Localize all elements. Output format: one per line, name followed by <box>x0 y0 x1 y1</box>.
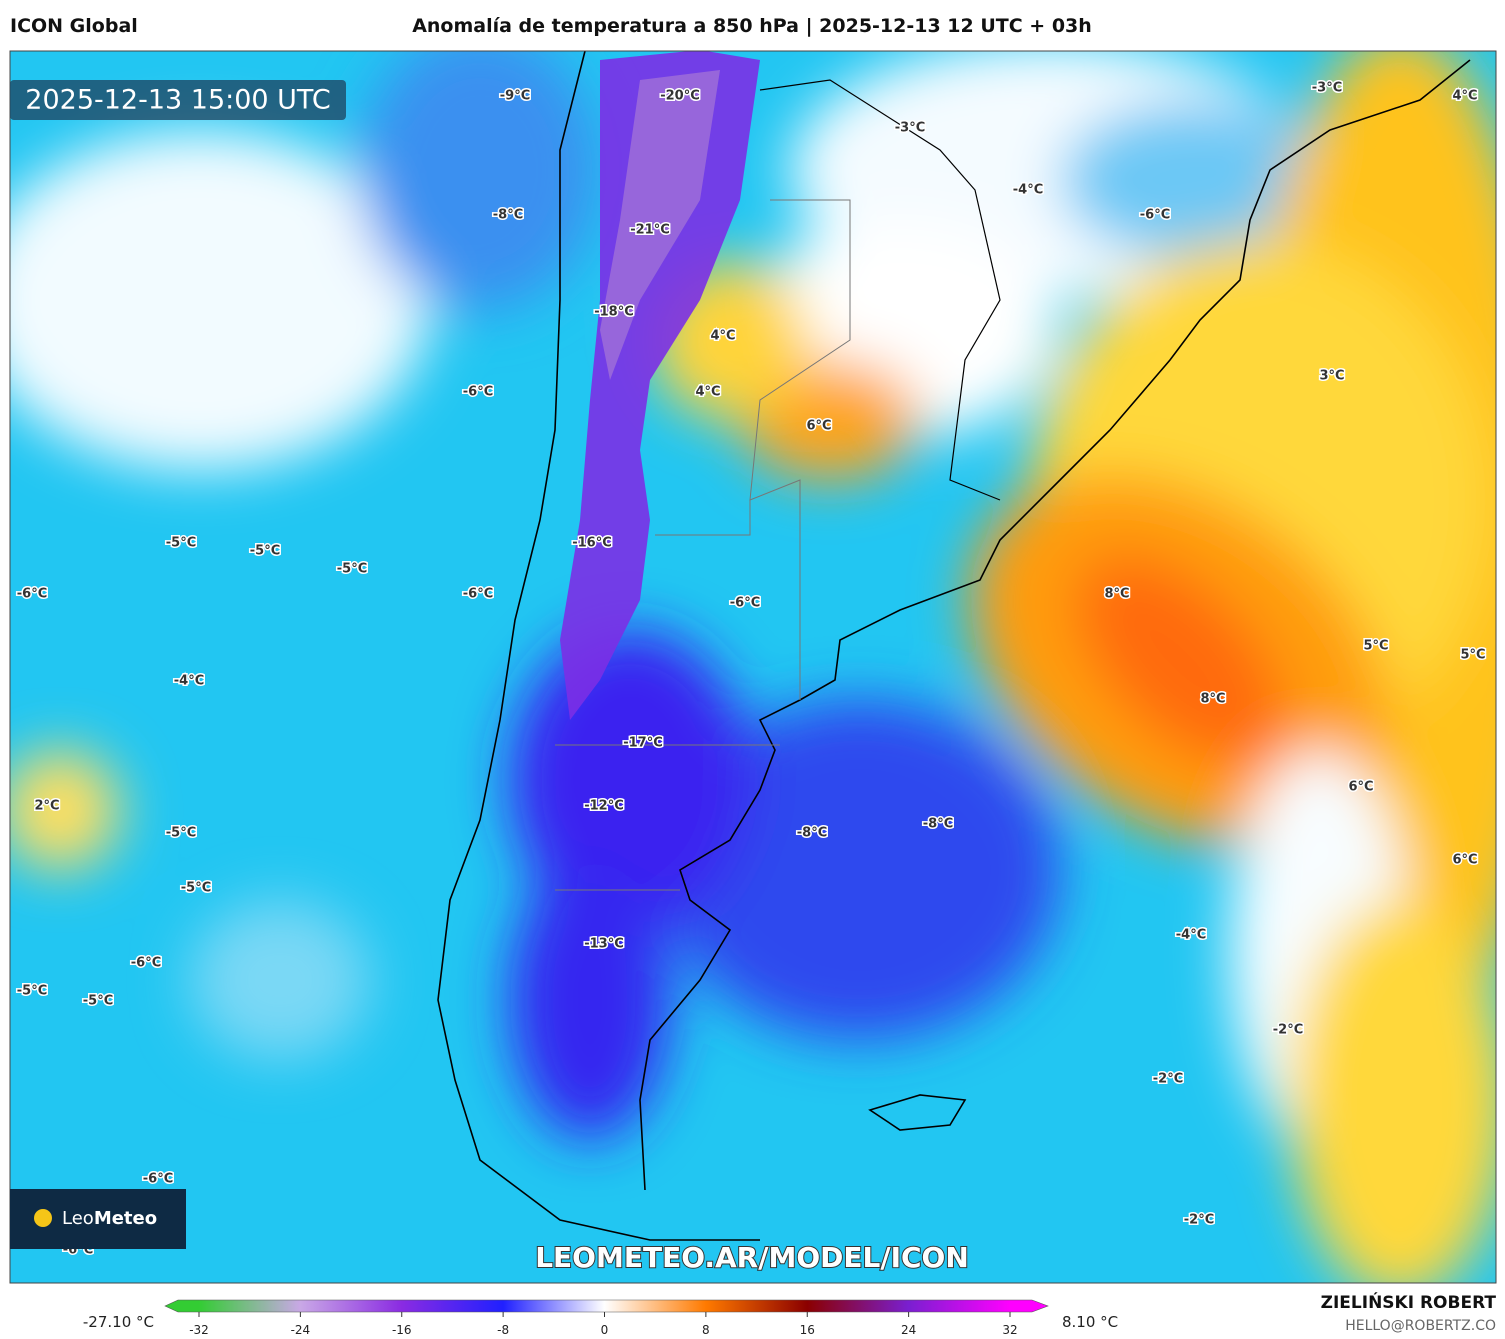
temperature-label: -6°C <box>463 385 493 400</box>
temperature-label: -5°C <box>181 881 211 896</box>
temperature-label: -6°C <box>143 1172 173 1187</box>
andes-anomaly <box>560 51 760 720</box>
colorbar-tick-label: 0 <box>601 1323 609 1337</box>
borders <box>555 199 851 891</box>
temperature-label: -17°C <box>623 736 663 751</box>
temperature-label: -8°C <box>797 826 827 841</box>
logo-bold: Meteo <box>94 1208 157 1229</box>
temperature-label: -8°C <box>493 208 523 223</box>
temperature-label: 2°C <box>34 799 59 814</box>
temperature-label: -6°C <box>730 596 760 611</box>
colorbar-tick-label: -16 <box>392 1323 412 1337</box>
temperature-label: -6°C <box>463 587 493 602</box>
colorbar-tick-label: -24 <box>291 1323 311 1337</box>
map-labels: -9°C -20°C -3°C -3°C 4°C -4°C -6°C -8°C -21°C -18… <box>15 79 1487 1259</box>
temperature-label: -5°C <box>166 536 196 551</box>
temperature-label: 8°C <box>1200 692 1225 707</box>
logo-sun <box>34 1209 52 1227</box>
temperature-label: 3°C <box>1319 369 1344 384</box>
logo-light: Leo <box>62 1208 94 1229</box>
credit-author: ZIELIŃSKI ROBERT <box>1321 1291 1497 1313</box>
temperature-label: -3°C <box>1312 81 1342 96</box>
temperature-label: 6°C <box>1452 853 1477 868</box>
temperature-label: -5°C <box>166 826 196 841</box>
temperature-label: -20°C <box>660 89 700 104</box>
timestamp: 2025-12-13 15:00 UTC <box>25 85 330 116</box>
colorbar-tick-label: -8 <box>497 1323 509 1337</box>
coastline <box>437 51 1471 1241</box>
temperature-label: -18°C <box>594 305 634 320</box>
temperature-label: -5°C <box>83 994 113 1009</box>
credit-email: HELLO@ROBERTZ.CO <box>1345 1318 1496 1334</box>
colorbar-ticks: -32 -24 -16 -8 0 8 16 24 32 <box>189 1312 1018 1337</box>
temperature-label: 5°C <box>1363 639 1388 654</box>
colorbar-min: -27.10 °C <box>83 1313 154 1331</box>
colorbar-tick-label: 16 <box>800 1323 815 1337</box>
watermark: LEOMETEO.AR/MODEL/ICON <box>535 1241 969 1274</box>
colorbar <box>164 1299 1049 1313</box>
model-name: ICON Global <box>10 15 138 37</box>
temperature-label: -16°C <box>572 536 612 551</box>
temperature-label: -5°C <box>17 984 47 999</box>
temperature-label: 5°C <box>1460 648 1485 663</box>
temperature-label: -6°C <box>1140 208 1170 223</box>
temperature-label: -3°C <box>895 121 925 136</box>
temperature-label: -2°C <box>1184 1213 1214 1228</box>
temperature-label: -6°C <box>17 587 47 602</box>
timestamp-box <box>10 80 346 120</box>
temperature-label: 6°C <box>1348 780 1373 795</box>
temperature-label: -12°C <box>584 799 624 814</box>
temperature-label: -5°C <box>337 562 367 577</box>
colorbar-tick-label: -32 <box>189 1323 209 1337</box>
temperature-label: -8°C <box>923 817 953 832</box>
colorbar-tick-label: 24 <box>901 1323 916 1337</box>
temperature-label: 4°C <box>1452 89 1477 104</box>
temperature-label: -9°C <box>500 89 530 104</box>
temperature-label: 4°C <box>710 329 735 344</box>
temperature-label: -2°C <box>1273 1023 1303 1038</box>
temperature-label: -4°C <box>1013 183 1043 198</box>
temperature-label: -6°C <box>131 956 161 971</box>
temperature-label: -4°C <box>174 674 204 689</box>
logo: LeoMeteo <box>62 1208 157 1229</box>
colorbar-tick-label: 8 <box>702 1323 710 1337</box>
temperature-label: -21°C <box>630 223 670 238</box>
map-frame <box>9 50 1497 1284</box>
temperature-label: 6°C <box>806 419 831 434</box>
temperature-label: 8°C <box>1104 587 1129 602</box>
temperature-label: -5°C <box>250 544 280 559</box>
temperature-label: 4°C <box>695 385 720 400</box>
map <box>10 51 1496 1283</box>
colorbar-tick-label: 32 <box>1002 1323 1017 1337</box>
temperature-label: -4°C <box>1176 928 1206 943</box>
colorbar-max: 8.10 °C <box>1062 1313 1118 1331</box>
map-title: Anomalía de temperatura a 850 hPa | 2025… <box>412 15 1092 37</box>
temperature-label: -2°C <box>1153 1072 1183 1087</box>
temperature-label: -13°C <box>584 937 624 952</box>
andes-core <box>600 70 720 380</box>
